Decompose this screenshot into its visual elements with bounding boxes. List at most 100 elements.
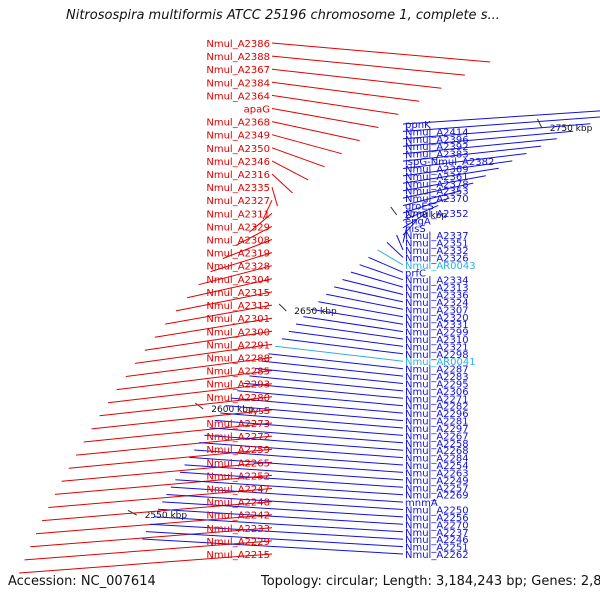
- left-gene-label: Nmul_A2304: [206, 275, 270, 286]
- left-leader-line: [271, 42, 491, 63]
- right-gene-label: Nmul_A2331: [405, 320, 469, 331]
- left-gene-label: Nmul_A2335: [206, 183, 270, 194]
- right-gene-label: Nmul_A2396: [405, 135, 469, 146]
- right-gene-label: ispG-Nmul_A2382: [405, 157, 494, 168]
- right-leader-line: [402, 145, 542, 162]
- left-gene-label: Nmul_A2319: [206, 249, 270, 260]
- right-gene-label: Nmul_A2313: [405, 283, 469, 294]
- left-leader-line: [271, 68, 442, 89]
- left-leader-line: [54, 474, 273, 495]
- left-gene-label: Nmul_A2346: [206, 157, 270, 168]
- right-gene-label: Nmul_A2271: [405, 394, 469, 405]
- right-leader-line: [402, 123, 591, 140]
- right-leader-line: [237, 390, 404, 407]
- right-gene-label: Nmul_A2284: [405, 454, 469, 465]
- right-gene-label: Nmul_A2281: [405, 417, 469, 428]
- left-gene-label: Nmul_A2315: [206, 288, 270, 299]
- right-leader-line: [402, 190, 462, 207]
- right-gene-label: groES: [405, 202, 434, 213]
- right-gene-label: Nmul_A2256: [405, 513, 469, 524]
- left-gene-label: Nmul_A2272: [206, 432, 270, 443]
- right-gene-label: Nmul_A2378: [405, 179, 469, 190]
- left-leader-line: [235, 225, 273, 246]
- right-gene-label: Nmul_A2246: [405, 535, 469, 546]
- right-leader-line: [334, 286, 404, 303]
- right-leader-line: [402, 204, 439, 221]
- right-leader-line: [209, 427, 404, 444]
- right-gene-label: Nmul_A2370: [405, 194, 469, 205]
- right-gene-label: Nmul_A2287: [405, 365, 469, 376]
- right-leader-line: [275, 345, 404, 362]
- right-gene-label: Nmul_A2299: [405, 328, 469, 339]
- left-leader-line: [116, 370, 273, 391]
- left-leader-line: [19, 553, 273, 574]
- left-leader-line: [68, 448, 273, 469]
- left-gene-label: Nmul_A2311: [206, 209, 270, 220]
- left-leader-line: [271, 147, 325, 168]
- right-gene-label: Nmul_A2254: [405, 461, 469, 472]
- left-leader-line: [76, 435, 273, 456]
- right-leader-line: [303, 316, 404, 333]
- right-leader-line: [231, 397, 404, 414]
- left-leader-line: [83, 422, 273, 443]
- right-leader-line: [179, 471, 404, 488]
- kbp-tick-label: 2550 kbp: [145, 511, 188, 521]
- right-leader-line: [268, 353, 404, 370]
- right-gene-label: Nmul_A2267: [405, 431, 469, 442]
- left-gene-label: Nmul_A2350: [206, 144, 270, 155]
- right-leader-line: [402, 227, 408, 243]
- right-leader-line: [225, 405, 404, 422]
- left-leader-line: [271, 134, 342, 155]
- right-gene-label: Nmul_A2307: [405, 305, 469, 316]
- kbp-tick: [195, 402, 204, 410]
- right-gene-label: Nmul_A2251: [405, 543, 469, 554]
- right-gene-label: Nmul_A2297: [405, 424, 469, 435]
- left-leader-line: [61, 461, 273, 482]
- left-leader-line: [99, 396, 273, 417]
- left-leader-line: [271, 55, 465, 76]
- right-leader-line: [281, 338, 404, 355]
- right-gene-label: Nmul_A2414: [405, 127, 469, 138]
- kbp-tick-label: 2650 kbp: [294, 307, 337, 317]
- left-gene-label: Nmul_A2248: [206, 498, 270, 509]
- left-leader-line: [271, 160, 309, 181]
- right-gene-label: Nmul_A2306: [405, 387, 469, 398]
- right-leader-line: [157, 508, 404, 525]
- left-gene-label: Nmul_A2229: [206, 537, 270, 548]
- right-leader-line: [318, 301, 404, 318]
- right-gene-labels: ppnKNmul_A2414Nmul_A2396Nmul_A2392Nmul_A…: [405, 120, 494, 561]
- right-gene-label: engA: [405, 216, 431, 227]
- left-gene-label: Nmul_A2259: [206, 445, 270, 456]
- left-leader-line: [271, 81, 420, 102]
- right-leader-line: [170, 486, 404, 503]
- right-leader-line: [145, 531, 404, 548]
- left-gene-label: Nmul_A2368: [206, 118, 270, 129]
- right-leader-line: [359, 264, 404, 281]
- right-leader-line: [295, 323, 404, 340]
- left-leader-line: [154, 317, 273, 338]
- left-leader-line: [262, 199, 273, 220]
- left-leader-line: [125, 357, 273, 377]
- genome-summary: Topology: circular; Length: 3,184,243 bp…: [261, 574, 600, 589]
- right-gene-label: Nmul_A2351: [405, 239, 469, 250]
- right-leader-line: [220, 412, 404, 429]
- right-leader-line: [326, 293, 404, 310]
- left-leader-line: [271, 94, 399, 115]
- right-leader-line: [386, 242, 404, 258]
- left-gene-label: Nmul_A2291: [206, 340, 270, 351]
- leader-lines: [19, 42, 600, 574]
- right-gene-label: Nmul_A2337: [405, 231, 469, 242]
- right-leader-line: [377, 249, 404, 266]
- left-gene-label: Nmul_A2300: [206, 327, 270, 338]
- right-gene-label: Nmul_AR0043: [405, 261, 476, 272]
- right-gene-label: Nmul_A2257: [405, 483, 469, 494]
- left-gene-labels: Nmul_A2386 Nmul_A2388 Nmul_A2367 Nmul_A2384…: [206, 39, 270, 561]
- left-leader-line: [30, 527, 273, 548]
- left-gene-label: Nmul_A2301: [206, 314, 270, 325]
- kbp-tick: [537, 118, 543, 129]
- right-leader-line: [166, 494, 404, 510]
- left-leader-line: [271, 173, 293, 194]
- left-gene-label: Nmul_A2215: [206, 550, 270, 561]
- right-leader-line: [175, 479, 404, 496]
